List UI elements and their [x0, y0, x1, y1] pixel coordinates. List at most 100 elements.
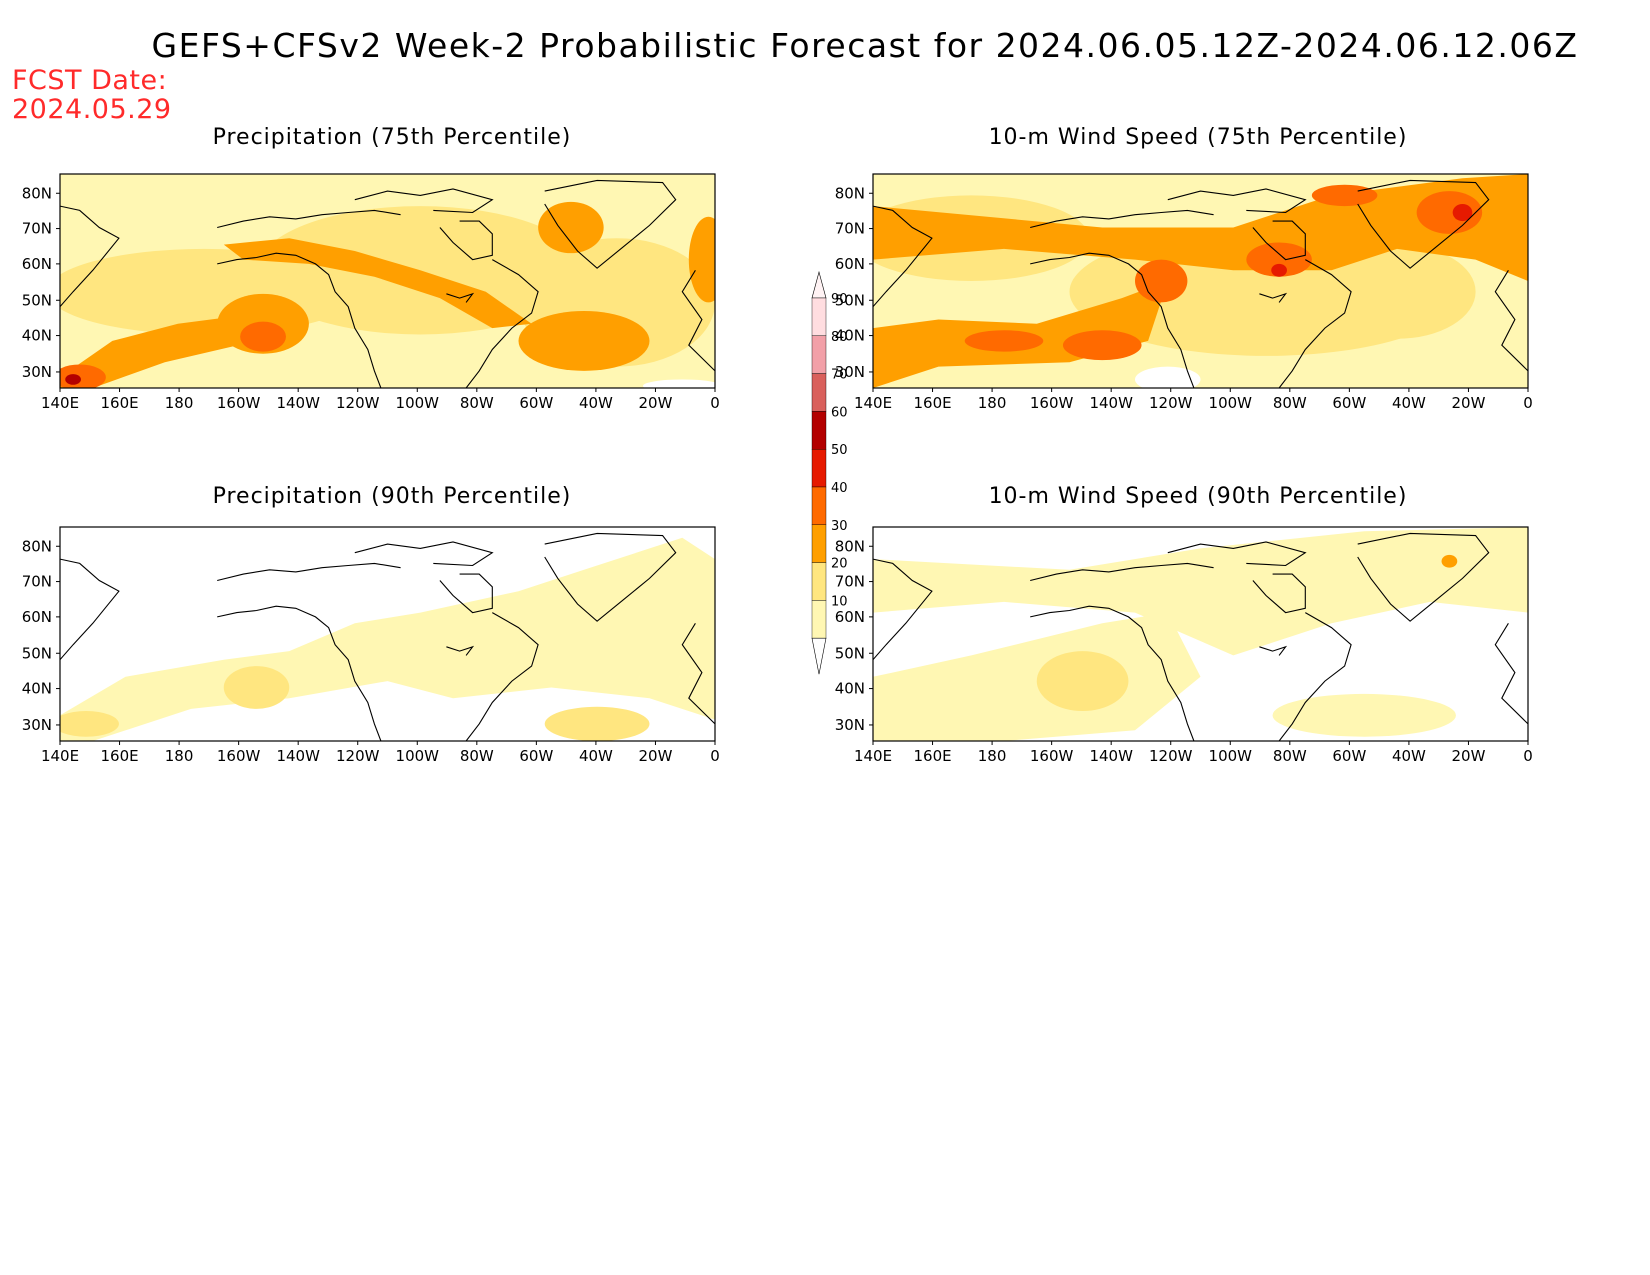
lat-label: 70N	[835, 573, 865, 591]
colorbar-label: 50	[831, 443, 848, 458]
field-region-greenland-30	[1441, 554, 1458, 568]
lat-label: 30N	[835, 363, 865, 381]
lon-label: 40W	[1392, 747, 1426, 765]
lat-label: 50N	[835, 291, 865, 309]
lat-label: 50N	[22, 291, 52, 309]
colorbar-bin	[811, 335, 827, 374]
panel-title-wind75: 10-m Wind Speed (75th Percentile)	[988, 125, 1408, 150]
coastline-greenland	[1357, 532, 1490, 622]
map-field-wind90	[873, 527, 1528, 741]
colorbar-bin	[811, 448, 827, 488]
coastline-atlantic	[1278, 259, 1352, 388]
lat-label: 80N	[835, 184, 865, 202]
field-region-10	[60, 537, 715, 741]
lon-label: 120W	[1149, 394, 1193, 412]
lon-label: 20W	[638, 747, 672, 765]
coastline-greenland	[544, 532, 677, 622]
field-region-hudson-40	[1246, 242, 1312, 277]
lat-label: 30N	[22, 716, 52, 734]
lon-label: 20W	[1451, 394, 1485, 412]
coastline-asia	[60, 558, 120, 661]
lat-label: 30N	[835, 716, 865, 734]
lat-label: 70N	[22, 573, 52, 591]
map-frame	[59, 173, 716, 389]
map-panel-wind75: 80N 70N 60N 50N 40N 30N 140E 160E 180 160W 140W 120…	[835, 173, 1533, 412]
lon-label: 60W	[519, 747, 553, 765]
field-region-gulf-alaska-20	[223, 666, 290, 709]
coastline-hudson-bay	[439, 220, 493, 261]
field-region-greenland-40	[1311, 184, 1378, 207]
lat-label: 80N	[22, 537, 52, 555]
panel-title-precip90: Precipitation (90th Percentile)	[212, 484, 572, 509]
coastline-europe	[1494, 623, 1528, 725]
coastline-greenland	[1357, 179, 1490, 269]
field-region-gap	[1135, 366, 1201, 388]
colorbar-label: 10	[831, 594, 848, 609]
lon-label: 160E	[913, 747, 951, 765]
lon-label: 80W	[1273, 747, 1307, 765]
colorbar-label: 90	[831, 292, 848, 307]
main-title: GEFS+CFSv2 Week-2 Probabilistic Forecast…	[151, 26, 1579, 65]
lon-label: 60W	[1332, 747, 1366, 765]
field-region-storm-track-30	[223, 238, 532, 329]
coastline-asia	[873, 558, 933, 661]
lon-label: 0	[1523, 394, 1533, 412]
lat-label: 50N	[835, 644, 865, 662]
field-region-pacific-west-40	[964, 330, 1044, 352]
lon-label: 180	[978, 747, 1007, 765]
colorbar: 90 80 70 60 50 40 30 20 10	[811, 270, 848, 675]
field-region-atlantic-10	[1272, 693, 1456, 737]
field-region-greenland-30	[538, 201, 604, 254]
field-region-pacific-40	[1062, 330, 1142, 361]
lon-label: 160W	[1030, 394, 1074, 412]
lat-label: 40N	[835, 680, 865, 698]
lon-label: 140W	[1089, 394, 1133, 412]
coastline-asia	[60, 205, 120, 308]
field-region-pacific-10	[873, 612, 1201, 741]
lat-label: 70N	[835, 220, 865, 238]
map-frame	[872, 173, 1529, 389]
lon-label: 100W	[1209, 394, 1253, 412]
lat-label: 50N	[22, 644, 52, 662]
lon-label: 60W	[519, 394, 553, 412]
map-panel-wind90: 80N 70N 60N 50N 40N 30N 140E 160E 180 160W 140W 120…	[835, 526, 1533, 765]
lon-label: 80W	[460, 394, 494, 412]
colorbar-label: 40	[831, 481, 848, 496]
field-region-gap	[642, 379, 715, 388]
colorbar-label: 80	[831, 330, 848, 345]
forecast-date-value: 2024.05.29	[12, 94, 172, 125]
lon-label: 20W	[1451, 747, 1485, 765]
lat-label: 40N	[22, 680, 52, 698]
map-field-precip75	[60, 174, 715, 388]
coastline-great-lakes	[446, 292, 475, 303]
colorbar-label: 60	[831, 405, 848, 420]
map-panel-precip75: 80N 70N 60N 50N 40N 30N 140E 160E 180 160W 140W 120…	[22, 173, 720, 412]
lon-label: 160E	[100, 394, 138, 412]
lon-label: 120W	[336, 747, 380, 765]
lon-label: 0	[710, 394, 720, 412]
colorbar-label: 30	[831, 519, 848, 534]
coastline-arctic	[217, 209, 401, 229]
lon-label: 80W	[460, 747, 494, 765]
colorbar-top-arrow	[811, 270, 827, 299]
coastline-pacific	[1030, 252, 1195, 388]
coastline-hudson-bay	[439, 573, 493, 614]
lon-label: 140W	[276, 394, 320, 412]
lon-label: 120W	[1149, 747, 1193, 765]
lon-label: 180	[165, 394, 194, 412]
map-panel-precip90: 80N 70N 60N 50N 40N 30N 140E 160E 180 160W 140W 120…	[22, 526, 720, 765]
lon-label: 100W	[396, 394, 440, 412]
lon-label: 140W	[276, 747, 320, 765]
lon-label: 100W	[1209, 747, 1253, 765]
coastline-arctic	[1030, 562, 1214, 582]
field-region-west-pacific-20	[60, 711, 119, 737]
lon-label: 140E	[854, 747, 892, 765]
field-region-arctic-10	[873, 527, 1528, 656]
coastline-europe	[681, 270, 715, 372]
coastline-pacific	[1030, 605, 1195, 741]
lat-label: 60N	[835, 255, 865, 273]
field-region-hudson-50	[1271, 263, 1287, 277]
coastline-hudson-bay	[1252, 573, 1306, 614]
field-region-east-greenland-40	[1416, 191, 1483, 234]
coastline-greenland	[544, 179, 677, 269]
